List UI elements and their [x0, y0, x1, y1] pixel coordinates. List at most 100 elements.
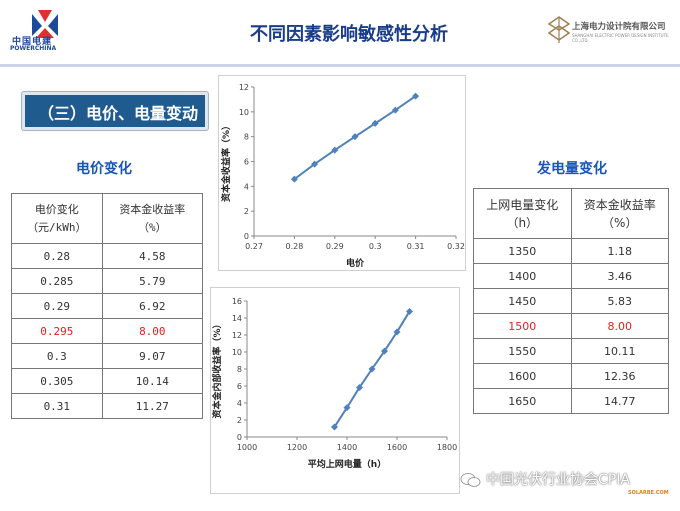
table-cell: 0.29	[11, 293, 103, 319]
logo-left-subname: POWERCHINA	[10, 45, 57, 52]
watermark-text: 中国光伏行业协会CPIA	[486, 472, 630, 488]
data-point	[331, 423, 338, 431]
header-text: 资本金收益率	[583, 197, 656, 212]
data-point	[412, 92, 420, 100]
logo-left-name: 中国电建	[12, 37, 53, 47]
data-point	[371, 119, 379, 127]
table-header-row: 电价变化 （元/kWh） 资本金收益率 （%）	[11, 193, 204, 244]
section-banner	[22, 92, 208, 130]
y-tick-label: 10	[232, 348, 242, 357]
table-cell: 1.18	[570, 238, 669, 264]
data-point	[356, 383, 363, 391]
x-tick-label: 0.27	[245, 242, 263, 251]
volume-chart: 0 2 4 6 8 10 12 14 16 1000 1200 1400 1600 1800 平均上网电量（…	[210, 287, 460, 494]
table-cell: 6.92	[101, 293, 204, 319]
y-axis-title: 资本金内部收益率（%）	[211, 319, 223, 418]
y-tick-label: 8	[244, 133, 249, 142]
y-tick-label: 0	[237, 433, 242, 442]
x-tick-label: 0.3	[369, 242, 382, 251]
volume-chart-svg: 0 2 4 6 8 10 12 14 16 1000 1200 1400 1600 1800 平均上网电量（…	[211, 297, 457, 470]
table-cell: 1500	[473, 313, 572, 339]
table-header-cell: 电价变化 （元/kWh）	[11, 193, 103, 244]
table-row: 0.305 10.14	[11, 368, 204, 394]
table-cell: 5.83	[570, 288, 669, 314]
data-point	[343, 404, 351, 412]
table-cell: 10.14	[101, 368, 204, 394]
y-tick-label: 6	[237, 382, 242, 391]
header-text: 上网电量变化	[486, 197, 559, 212]
volume-sensitivity-table: 上网电量变化 （h） 资本金收益率 （%） 1350 1.18 1400 3.46 1450…	[473, 188, 669, 414]
data-point	[351, 133, 359, 141]
table-cell: 1550	[473, 338, 572, 364]
y-tick-label: 14	[232, 314, 242, 323]
table-header-cell: 资本金收益率 （%）	[570, 188, 669, 239]
data-point	[331, 146, 339, 154]
price-table-subtitle: 电价变化	[76, 161, 132, 177]
x-tick-label: 1400	[337, 443, 357, 452]
table-cell: 5.79	[101, 268, 204, 294]
y-tick-label: 12	[239, 83, 249, 92]
table-cell: 1450	[473, 288, 572, 314]
table-cell: 1350	[473, 238, 572, 264]
table-cell: 8.00	[101, 318, 204, 344]
data-point	[391, 106, 399, 114]
header-unit: （%）	[138, 220, 167, 234]
data-point	[368, 365, 376, 373]
header-text: 资本金收益率	[119, 202, 186, 216]
table-cell: 1400	[473, 263, 572, 289]
powerchina-logo-icon	[32, 10, 58, 38]
y-tick-label: 10	[239, 108, 249, 117]
y-tick-label: 0	[244, 232, 249, 241]
table-cell: 1650	[473, 388, 572, 414]
logo-right-subname: SHANGHAI ELECTRIC POWER DESIGN INSTITUTE…	[572, 33, 669, 43]
header-unit: （元/kWh）	[27, 220, 87, 234]
table-cell: 0.28	[11, 243, 103, 269]
price-sensitivity-table: 电价变化 （元/kWh） 资本金收益率 （%） 0.28 4.58 0.285 5.79 0…	[11, 193, 204, 419]
y-tick-label: 6	[244, 158, 249, 167]
page-title: 不同因素影响敏感性分析	[250, 24, 448, 45]
x-tick-label: 1800	[437, 443, 457, 452]
table-cell: 0.305	[11, 368, 103, 394]
sepdi-logo-icon	[548, 16, 570, 43]
x-tick-label: 1200	[287, 443, 307, 452]
table-cell: 4.58	[101, 243, 204, 269]
data-point	[381, 347, 388, 355]
y-tick-label: 2	[244, 207, 249, 216]
y-tick-label: 12	[232, 331, 242, 340]
table-row: 1550 10.11	[473, 338, 669, 364]
table-header-row: 上网电量变化 （h） 资本金收益率 （%）	[473, 188, 669, 239]
x-tick-label: 1000	[237, 443, 257, 452]
x-axis-title: 平均上网电量（h）	[308, 458, 386, 470]
table-cell: 14.77	[570, 388, 669, 414]
volume-table-subtitle: 发电量变化	[537, 161, 607, 177]
table-cell: 8.00	[570, 313, 669, 339]
data-point	[290, 175, 298, 183]
table-header-cell: 上网电量变化 （h）	[473, 188, 572, 239]
table-cell: 10.11	[570, 338, 669, 364]
header-text: 电价变化	[34, 202, 79, 216]
x-axis-title: 电价	[346, 257, 365, 269]
price-chart: 0 2 4 6 8 10 12 0.27 0.28 0.29 0.3 0.31 0.32 电价 资本金收益率…	[218, 75, 466, 271]
table-row: 1600 12.36	[473, 363, 669, 389]
x-tick-label: 0.32	[447, 242, 465, 251]
table-row: 0.295 8.00	[11, 318, 204, 344]
y-tick-label: 4	[244, 182, 249, 191]
table-cell: 0.285	[11, 268, 103, 294]
watermark-site: SOLARBE.COM	[628, 490, 669, 496]
table-row: 1400 3.46	[473, 263, 669, 289]
table-row: 1450 5.83	[473, 288, 669, 314]
table-cell: 12.36	[570, 363, 669, 389]
table-row: 0.3 9.07	[11, 343, 204, 369]
table-row: 0.31 11.27	[11, 393, 204, 419]
x-tick-label: 0.29	[326, 242, 344, 251]
x-tick-label: 1600	[387, 443, 407, 452]
header-unit: （%）	[602, 215, 638, 230]
logo-right-name: 上海电力设计院有限公司	[572, 22, 666, 32]
header-unit: （h）	[506, 215, 539, 230]
table-row: 0.285 5.79	[11, 268, 204, 294]
table-cell: 0.295	[11, 318, 103, 344]
y-axis-title: 资本金收益率（%）	[220, 121, 232, 202]
header-divider	[0, 64, 680, 67]
x-tick-label: 0.28	[285, 242, 303, 251]
data-point	[311, 160, 319, 168]
